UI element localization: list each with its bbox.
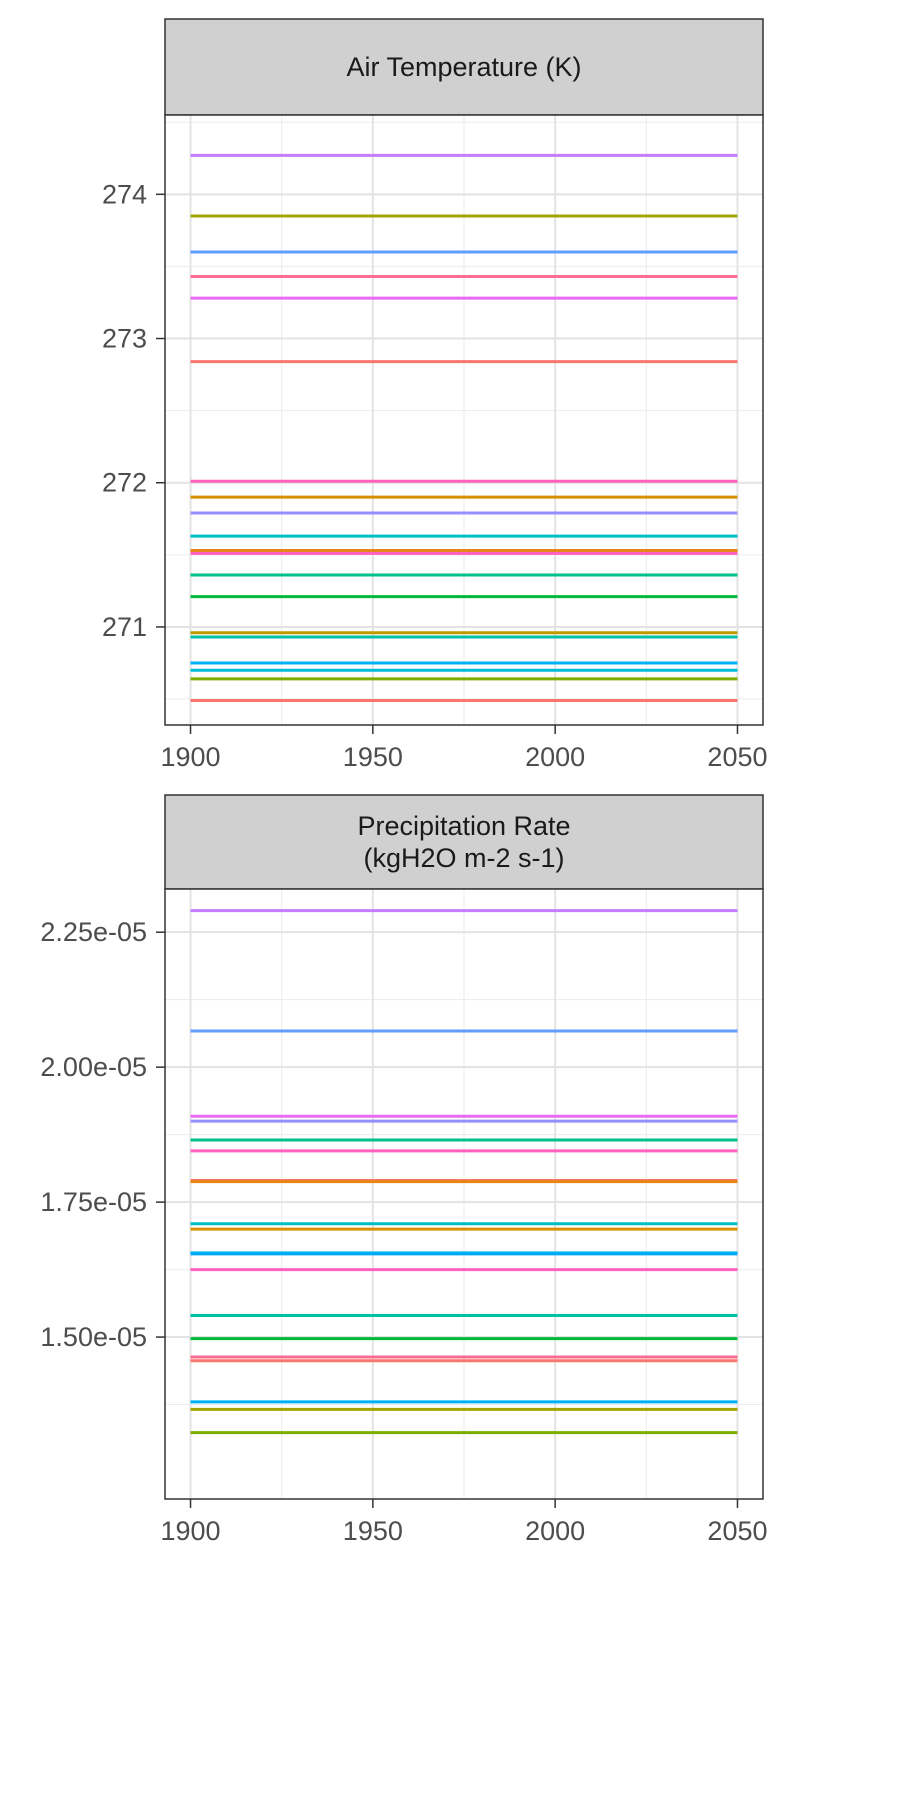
x-tick-label: 2050 <box>707 1516 767 1546</box>
y-tick-label: 272 <box>102 468 147 498</box>
y-tick-label: 1.50e-05 <box>40 1322 147 1352</box>
facet-title: (kgH2O m-2 s-1) <box>363 843 564 873</box>
facet-title: Air Temperature (K) <box>346 52 581 82</box>
facet-title: Precipitation Rate <box>357 811 570 841</box>
x-tick-label: 1950 <box>343 1516 403 1546</box>
x-tick-label: 1900 <box>160 1516 220 1546</box>
y-tick-label: 2.00e-05 <box>40 1052 147 1082</box>
y-tick-label: 273 <box>102 324 147 354</box>
y-tick-label: 274 <box>102 179 147 209</box>
panel-border <box>164 888 764 1500</box>
panel-border <box>164 114 764 726</box>
x-tick-label: 2000 <box>525 1516 585 1546</box>
x-tick-label: 2050 <box>707 742 767 772</box>
facet-panel-1: Air Temperature (K) 271 272 273 274 1900 1950 2… <box>102 18 768 772</box>
y-tick-label: 1.75e-05 <box>40 1187 147 1217</box>
y-tick-label: 2.25e-05 <box>40 917 147 947</box>
facet-strip <box>164 794 764 890</box>
y-tick-label: 271 <box>102 612 147 642</box>
x-tick-label: 2000 <box>525 742 585 772</box>
chart-figure: Air Temperature (K) 271 272 273 274 1900 1950 2… <box>40 18 768 1546</box>
x-tick-label: 1900 <box>160 742 220 772</box>
x-tick-label: 1950 <box>343 742 403 772</box>
facet-panel-2: Precipitation Rate(kgH2O m-2 s-1) 1.50e-0… <box>40 794 768 1546</box>
facet-strip <box>164 18 764 116</box>
